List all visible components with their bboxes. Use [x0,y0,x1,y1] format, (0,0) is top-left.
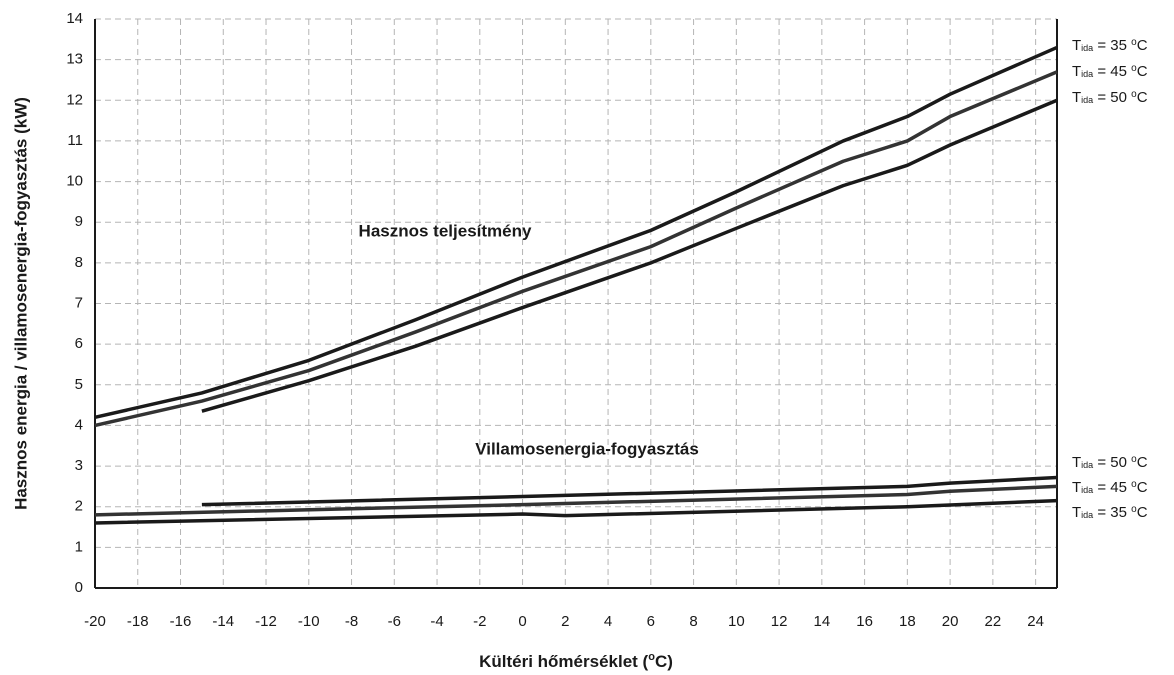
series-label-part: o [1131,504,1137,515]
y-tick-label: 14 [66,10,83,27]
series-label-part: C [1137,504,1148,521]
series-label: Tida = 50 oC [1072,454,1148,471]
y-tick-label: 4 [75,416,83,433]
series-label-part: ida [1081,43,1093,53]
x-axis-label: Kültéri hőmérséklet (oC) [479,651,673,672]
x-tick-label: -18 [127,613,149,630]
x-axis-label-part: o [648,651,655,663]
series-line [94,45,1058,420]
series-label-part: = 50 [1093,454,1131,471]
x-tick-label: 2 [561,613,569,630]
series-label-part: ida [1081,460,1093,470]
y-tick-label: 11 [67,132,83,149]
series-label-part: T [1072,504,1081,521]
x-tick-label: 16 [856,613,873,630]
series-label-part: o [1131,63,1137,74]
x-tick-label: -4 [430,613,443,630]
series-label: Tida = 50 oC [1072,89,1148,106]
y-tick-label: 13 [66,51,83,68]
y-tick-label: 0 [75,579,83,596]
series-line [94,70,1058,428]
series-label-part: = 35 [1093,504,1131,521]
y-tick-label: 5 [75,376,83,393]
series-label-part: = 45 [1093,63,1131,80]
x-tick-label: -6 [388,613,401,630]
series-label-part: ida [1081,510,1093,520]
x-tick-label: 8 [689,613,697,630]
x-tick-label: -14 [212,613,234,630]
annotation: Hasznos teljesítmény [359,221,532,240]
series-line [94,484,1058,517]
series-label: Tida = 35 oC [1072,504,1148,521]
x-tick-label: 14 [814,613,831,630]
series-label: Tida = 45 oC [1072,63,1148,80]
series-label-part: C [1137,479,1148,496]
series-label-part: T [1072,89,1081,106]
x-tick-label: 24 [1027,613,1044,630]
series-line [201,475,1058,507]
series-label-part: = 50 [1093,89,1131,106]
y-tick-label: 9 [75,213,83,230]
annotation: Villamosenergia-fogyasztás [475,439,699,458]
series-label-part: T [1072,479,1081,496]
y-tick-label: 12 [66,91,83,108]
series-label-part: ida [1081,69,1093,79]
series-label-part: o [1131,479,1137,490]
series-label: Tida = 35 oC [1072,37,1148,54]
y-tick-label: 2 [75,498,83,515]
x-tick-label: -12 [255,613,277,630]
y-tick-label: 8 [75,254,83,271]
series-label-part: T [1072,37,1081,54]
series-label: Tida = 45 oC [1072,479,1148,496]
y-tick-label: 7 [75,294,83,311]
x-tick-label: -10 [298,613,320,630]
y-tick-label: 3 [75,457,83,474]
y-tick-label: 6 [75,335,83,352]
series-label-part: C [1137,454,1148,471]
series-label-part: C [1137,63,1148,80]
series-label-part: ida [1081,95,1093,105]
series-label-part: o [1131,89,1137,100]
y-axis-label: Hasznos energia / villamosenergia-fogyas… [11,97,30,510]
series-label-part: = 35 [1093,37,1131,54]
series-label-part: C [1137,37,1148,54]
y-tick-label: 1 [75,538,83,555]
x-tick-label: 0 [518,613,526,630]
x-axis-label-part: C) [655,652,673,671]
series-label-part: o [1131,454,1137,465]
series-line [201,98,1058,413]
x-tick-label: 20 [942,613,959,630]
x-tick-label: 22 [985,613,1002,630]
x-axis-label-part: Kültéri hőmérséklet ( [479,652,648,671]
series-label-part: T [1072,454,1081,471]
series-label-part: C [1137,89,1148,106]
x-tick-label: 18 [899,613,916,630]
x-tick-label: 12 [771,613,788,630]
series-label-part: T [1072,63,1081,80]
series-label-part: ida [1081,485,1093,495]
x-tick-label: 4 [604,613,612,630]
x-tick-label: -20 [84,613,106,630]
y-tick-label: 10 [66,173,83,190]
x-tick-label: -2 [473,613,486,630]
x-tick-label: 10 [728,613,745,630]
x-tick-label: -8 [345,613,358,630]
x-tick-label: -16 [170,613,192,630]
x-tick-label: 6 [647,613,655,630]
series-label-part: o [1131,37,1137,48]
series-line [94,498,1058,525]
series-label-part: = 45 [1093,479,1131,496]
